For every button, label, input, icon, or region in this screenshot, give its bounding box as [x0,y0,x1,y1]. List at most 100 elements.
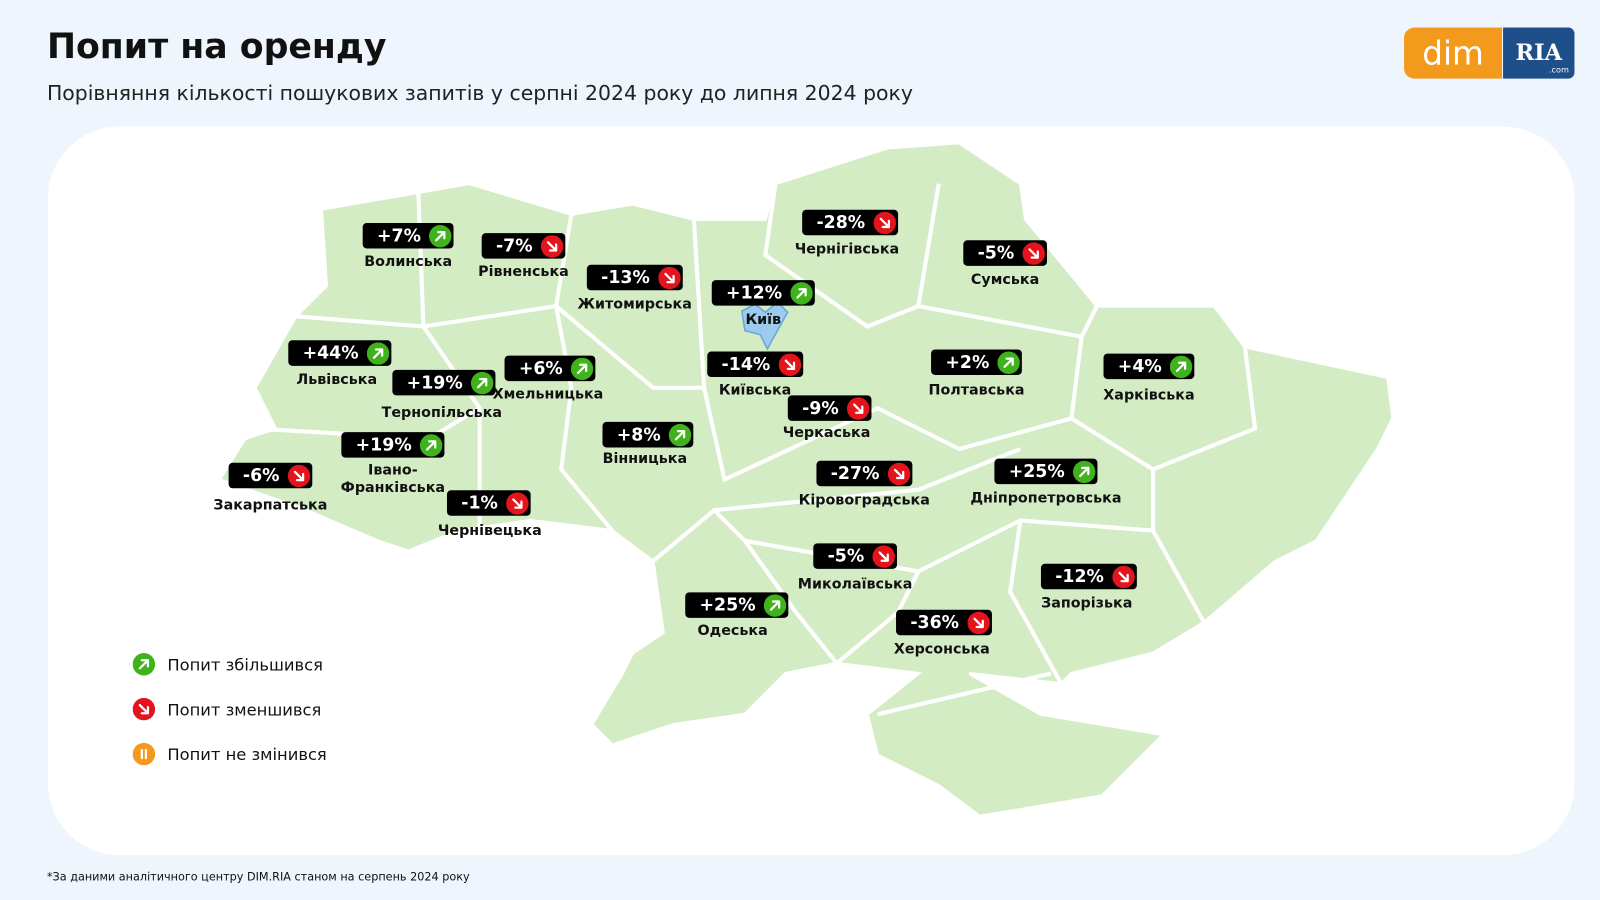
region-name: Чернівецька [438,523,542,540]
region-name: Миколаївська [798,576,913,593]
region-borders [254,183,1258,717]
change-badge: +25% [685,592,789,618]
region-name: Одеська [698,623,768,640]
kyiv-city-shape [740,301,789,351]
change-badge-text: -14% [721,354,771,375]
region-name-text: Київська [718,382,792,399]
change-badge-text: -5% [977,242,1015,264]
region-name-text: Житомирська [577,296,692,313]
change-badge: -12% [1040,563,1137,590]
change-badge-text: -13% [601,267,650,288]
change-badge: +6% [504,355,596,382]
change-badge: -14% [707,351,803,378]
region-name: Чернігівська [795,241,899,258]
change-badge: -6% [228,462,313,489]
region-name: Волинська [364,254,452,271]
change-badge-text: +4% [1117,356,1162,377]
region-name-text: Івано-Франківська [340,462,446,496]
change-badge: -13% [586,264,683,291]
region-name: Київ [745,312,781,329]
region-name-text: Хмельницька [492,386,604,403]
change-badge-text: +19% [355,434,412,456]
change-badge-text: -27% [830,463,880,484]
region-name: Запорізька [1041,595,1132,612]
trend-icon [287,464,311,487]
change-badge-text: +25% [1008,461,1065,482]
change-badge-text: +8% [616,424,661,445]
trend-icon [470,371,494,394]
logo-dim: dim [1404,27,1503,79]
change-badge: +8% [602,421,694,448]
region-name: Рівненська [478,264,569,281]
region-name-text: Волинська [364,253,453,270]
change-badge: -36% [896,609,992,636]
region-name-text: Херсонська [893,641,990,658]
region-name: Черкаська [783,425,871,442]
trend-icon [132,653,156,676]
trend-icon [873,211,896,234]
legend-label: Попит збільшився [167,654,323,674]
region-name-text: Львівська [296,371,378,389]
region-name: Харківська [1103,387,1194,404]
region-name: Хмельницька [493,386,604,403]
change-badge-text: -6% [242,465,280,486]
change-badge: +44% [288,340,392,366]
change-badge: -5% [963,240,1047,266]
change-badge: +25% [994,458,1098,485]
trend-icon [763,593,787,617]
region-name-text: Харківська [1103,387,1195,404]
trend-icon [658,266,681,289]
change-badge: +2% [931,349,1022,375]
region-name-text: Дніпропетровська [970,490,1122,507]
region-name: Івано-Франківська [337,462,449,497]
change-badge-text: +6% [518,358,563,379]
legend-item: Попит збільшився [132,653,323,676]
legend-label: Попит зменшився [167,699,322,719]
trend-icon [1169,355,1193,378]
change-badge-text: +19% [406,372,463,393]
trend-icon [872,544,895,568]
change-badge: +19% [392,369,496,396]
change-badge: -7% [481,233,566,259]
trend-icon [1112,565,1135,588]
region-name-text: Закарпатська [213,497,328,514]
trend-icon [1072,460,1096,483]
change-badge: -27% [816,460,913,487]
change-badge-text: -5% [827,545,865,567]
region-name-text: Вінницька [602,450,688,467]
region-name-text: Полтавська [928,382,1025,399]
region-name-text: Сумська [970,271,1040,289]
trend-icon [846,396,870,420]
change-badge-text: -1% [461,492,498,514]
trend-icon [132,697,156,721]
change-badge-text: +25% [699,594,756,616]
logo-suffix: .com [1548,65,1570,75]
region-name: Полтавська [929,382,1025,399]
region-name-text: Кіровоградська [798,492,930,509]
region-name-text: Черкаська [782,424,871,442]
region-name: Кіровоградська [799,492,930,509]
region-name-text: Чернівецька [437,522,542,540]
change-badge-text: -28% [816,212,866,233]
change-badge-text: +7% [376,225,421,246]
region-name-text: Чернігівська [794,241,900,258]
change-badge: +4% [1103,353,1195,380]
region-name-text: Миколаївська [797,576,913,593]
region-name-text: Одеська [697,622,768,640]
trend-icon [887,462,911,485]
region-name: Житомирська [578,296,692,313]
change-badge-text: +2% [945,352,990,373]
change-badge-text: +12% [726,282,783,304]
region-name: Тернопільська [382,405,502,422]
trend-icon [132,742,156,766]
trend-icon [790,281,813,305]
trend-icon [570,357,594,380]
trend-icon [967,611,990,634]
subtitle: Порівняння кількості пошукових запитів у… [46,80,913,106]
footnote: *За даними аналітичного центру DIM.RIA с… [46,870,470,884]
region-name: Вінницька [603,451,688,468]
trend-icon [419,433,443,457]
